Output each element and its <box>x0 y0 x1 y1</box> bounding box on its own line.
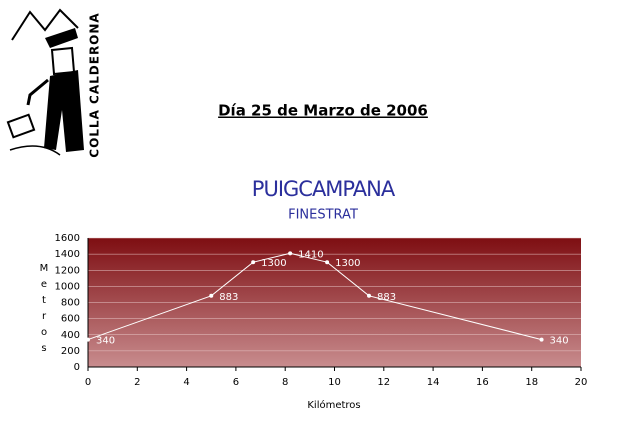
x-tick-label: 20 <box>575 377 588 388</box>
data-label: 1410 <box>298 249 323 260</box>
x-axis-label: Kilómetros <box>307 399 360 411</box>
logo-text: COLLA CALDERONA <box>88 12 102 157</box>
y-tick-label: 1000 <box>55 281 80 292</box>
marker <box>86 337 90 342</box>
x-tick-label: 6 <box>233 377 239 388</box>
x-tick-label: 8 <box>282 377 288 388</box>
x-tick-label: 14 <box>427 377 440 388</box>
marker <box>539 337 544 342</box>
marker <box>209 293 214 298</box>
y-axis-label: Metros <box>39 263 50 359</box>
date: Día 25 de Marzo de 2006 <box>218 102 428 120</box>
y-tick-label: 1400 <box>55 249 80 260</box>
logo: COLLA CALDERONA <box>6 8 102 158</box>
marker <box>251 260 256 265</box>
y-tick-label: 600 <box>61 314 80 325</box>
data-label: 1300 <box>335 258 360 269</box>
chart-subtitle: FINESTRAT <box>288 208 358 223</box>
y-tick-label: 800 <box>61 298 80 309</box>
marker <box>288 251 293 256</box>
y-tick-label: 400 <box>61 330 80 341</box>
x-tick-label: 18 <box>525 377 538 388</box>
y-tick-label: 0 <box>74 362 80 373</box>
y-tick-label: 200 <box>61 346 80 357</box>
data-label: 1300 <box>261 258 286 269</box>
y-tick-label: 1200 <box>55 265 80 276</box>
x-tick-label: 4 <box>183 377 189 388</box>
chart-title: PUIGCAMPANA <box>252 177 396 201</box>
marker <box>325 260 330 265</box>
x-tick-label: 0 <box>85 377 91 388</box>
x-tick-label: 16 <box>476 377 489 388</box>
y-tick-label: 1600 <box>55 233 80 244</box>
data-label: 883 <box>219 292 238 303</box>
data-label: 340 <box>550 336 569 347</box>
data-label: 883 <box>377 292 396 303</box>
x-tick-label: 12 <box>377 377 390 388</box>
x-tick-label: 10 <box>328 377 341 388</box>
x-tick-label: 2 <box>134 377 140 388</box>
marker <box>367 293 372 298</box>
data-label: 340 <box>96 336 115 347</box>
